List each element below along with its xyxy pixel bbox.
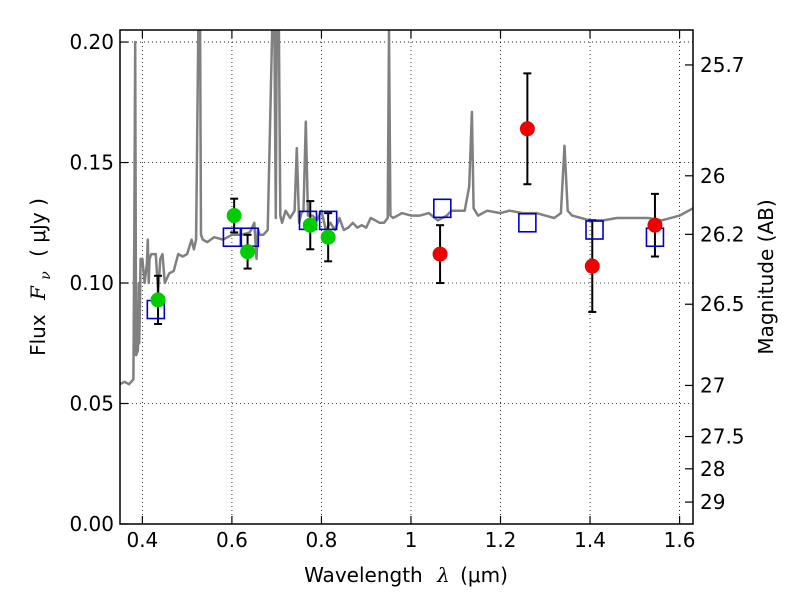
y2-axis-label: Magnitude (AB) xyxy=(754,199,778,354)
y-axis-label-subscript: ν xyxy=(38,271,54,280)
x-tick-label: 1.2 xyxy=(485,528,517,552)
optical-data-point xyxy=(320,229,336,245)
nearir-data-point xyxy=(584,258,600,274)
grid-layer xyxy=(120,30,693,524)
mag-tick-label: 26.5 xyxy=(700,292,745,316)
x-axis-label-symbol: λ xyxy=(436,563,450,587)
mag-tick-label: 26.2 xyxy=(700,222,745,246)
marker-layer xyxy=(146,121,665,320)
y-tick-label: 0.20 xyxy=(69,30,114,54)
mag-tick-label: 28 xyxy=(700,457,725,481)
optical-data-point xyxy=(302,217,318,233)
model-photometry-square xyxy=(518,212,537,233)
model-photometry-square xyxy=(222,227,242,248)
x-tick-label: 0.6 xyxy=(216,528,248,552)
x-tick-label: 1.4 xyxy=(574,528,606,552)
optical-data-point xyxy=(226,208,242,224)
y-tick-label: 0.10 xyxy=(69,271,114,295)
nearir-data-point xyxy=(432,246,448,262)
x-axis-label: Wavelength λ (μm) xyxy=(304,563,508,587)
nearir-data-point xyxy=(519,121,535,137)
y-axis-label: Flux F ν ( μJy ) xyxy=(26,198,55,356)
y-axis-label-unit: ( μJy ) xyxy=(26,198,50,257)
x-tick-label: 0.4 xyxy=(126,528,158,552)
model-spectrum-line xyxy=(120,30,693,386)
y-tick-label: 0.00 xyxy=(69,512,114,536)
axes-layer: 0.4 0.6 0.8 1 1.2 1.4 1.6 0.00 0.05 0.10 0.15 0.20 2… xyxy=(69,29,745,552)
errorbar-layer xyxy=(154,72,659,325)
x-tick-label: 0.8 xyxy=(306,528,338,552)
spectrum-layer xyxy=(120,30,693,386)
x-axis-label-unit: (μm) xyxy=(460,563,508,587)
mag-tick-label: 25.7 xyxy=(700,53,745,77)
y-tick-label: 0.05 xyxy=(69,392,114,416)
model-photometry-square xyxy=(318,210,338,231)
y-axis-label-symbol: F xyxy=(26,285,50,301)
plot-frame xyxy=(119,29,694,525)
optical-data-point xyxy=(240,244,256,260)
mag-tick-label: 27.5 xyxy=(700,425,745,449)
y-axis-label-prefix: Flux xyxy=(26,314,50,356)
nearir-data-point xyxy=(647,217,663,233)
x-axis-label-text: Wavelength xyxy=(304,563,423,587)
model-photometry-square xyxy=(433,198,452,219)
mag-tick-label: 29 xyxy=(700,490,725,514)
mag-tick-label: 27 xyxy=(700,373,725,397)
model-photometry-square xyxy=(585,220,604,240)
x-tick-label: 1 xyxy=(405,528,418,552)
y-tick-label: 0.15 xyxy=(69,151,114,175)
x-tick-label: 1.6 xyxy=(664,528,696,552)
mag-tick-label: 26 xyxy=(700,164,725,188)
optical-data-point xyxy=(150,292,166,308)
